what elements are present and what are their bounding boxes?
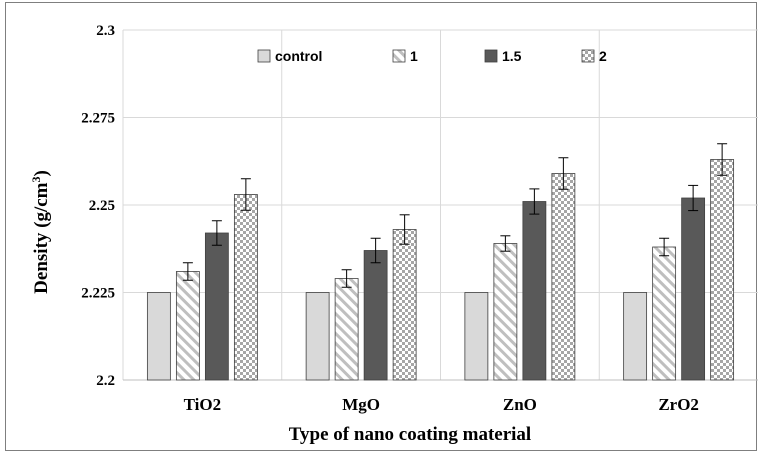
bar-tio2-1_5: [204, 232, 229, 381]
bar-mgo-1: [334, 278, 359, 381]
y-tick-label: 2.225: [81, 286, 115, 302]
bar-zno-2: [551, 173, 576, 381]
bar-zno-control: [464, 292, 489, 381]
x-category-labels: TiO2 MgO ZnO ZrO2: [184, 395, 699, 414]
bar-zro2-1_5: [681, 197, 706, 381]
bars: [146, 159, 735, 381]
bar-zro2-control: [623, 292, 648, 381]
bar-zno-1_5: [522, 201, 547, 381]
bar-zno-1: [493, 243, 518, 381]
legend-swatch-2: [581, 49, 595, 63]
y-tick-labels: 2.2 2.225 2.25 2.275 2.3: [81, 23, 115, 389]
x-category-label: ZrO2: [658, 395, 699, 414]
x-category-label: ZnO: [503, 395, 537, 414]
bar-zro2-2: [710, 159, 735, 381]
x-axis-title: Type of nano coating material: [289, 424, 531, 445]
y-tick-label: 2.3: [96, 23, 115, 39]
y-tick-label: 2.2: [96, 373, 115, 389]
chart-frame: [5, 2, 757, 451]
bar-zro2-1: [652, 246, 677, 381]
bar-tio2-2: [233, 194, 258, 381]
legend-label: control: [275, 48, 322, 64]
y-tick-label: 2.275: [81, 111, 115, 127]
x-category-label: TiO2: [184, 395, 221, 414]
bar-mgo-control: [305, 292, 330, 381]
bar-tio2-control: [146, 292, 171, 381]
y-tick-label: 2.25: [89, 198, 115, 214]
bar-mgo-1_5: [363, 250, 388, 381]
y-axis-title-close: ): [31, 170, 52, 176]
error-bars: [182, 143, 728, 288]
legend-label: 2: [599, 48, 607, 64]
legend-swatch-1: [392, 49, 406, 63]
legend-swatch-control: [257, 49, 271, 63]
y-axis-title: Density (g/cm3): [29, 170, 52, 294]
gridlines: [122, 29, 758, 381]
bar-mgo-2: [392, 229, 417, 381]
legend-swatch-1_5: [484, 49, 498, 63]
x-category-label: MgO: [342, 395, 380, 414]
bar-tio2-1: [175, 271, 200, 381]
legend: control 1 1.5 2: [257, 48, 607, 64]
y-axis-title-sup: 3: [29, 176, 43, 182]
y-axis-title-main: Density (g/cm: [31, 182, 52, 294]
legend-label: 1.5: [502, 48, 522, 64]
legend-label: 1: [410, 48, 418, 64]
